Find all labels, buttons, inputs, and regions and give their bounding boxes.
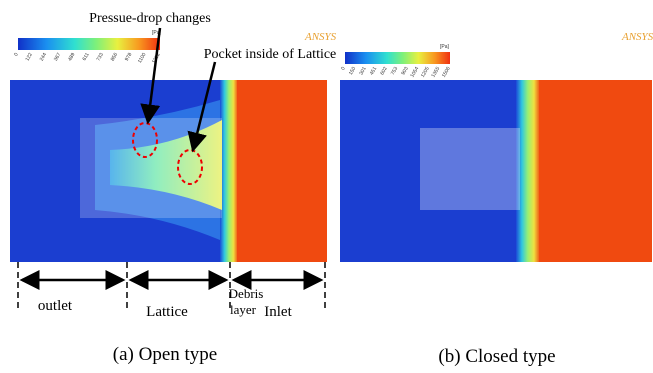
caption: (a) Open type [113, 344, 217, 365]
colorbar-tick-label: 301 [358, 66, 367, 76]
colorbar-tick-label: 733 [96, 52, 105, 62]
colorbar-tick-label: 451 [369, 66, 378, 76]
colorbar-tick-label: 489 [67, 52, 76, 62]
caption: (b) Closed type [438, 346, 555, 367]
colorbar-tick-label: 602 [379, 66, 388, 76]
colorbar-tick-label: 1205 [420, 66, 431, 79]
annotation: Pressue-drop changes [89, 11, 211, 26]
colorbar-tick-label: 753 [390, 66, 399, 76]
colorbar-tick-label: 367 [53, 52, 62, 62]
annotation: Pocket inside of Lattice [204, 47, 337, 62]
logo: ANSYS [621, 31, 653, 43]
figure: [Pa] ANSYS 0 122 244 367 489 611 733 856 978 1100… [0, 0, 653, 373]
colorbar-ticks: 012224436748961173385697811001222 [13, 52, 162, 65]
colorbar-tick-label: 0 [340, 66, 347, 72]
colorbar-tick-label: 1054 [409, 66, 420, 79]
colorbar-tick-label: 244 [39, 52, 48, 62]
colorbar-tick-label: 1100 [137, 52, 148, 65]
colorbar-tick-label: 0 [13, 52, 20, 58]
logo: ANSYS [304, 31, 337, 43]
colorbar [18, 38, 160, 50]
region-label: Inlet [264, 304, 292, 320]
colorbar-tick-label: 903 [400, 66, 409, 76]
region-label: Lattice [146, 304, 188, 320]
colorbar-tick-label: 150 [348, 66, 357, 76]
colorbar-unit: [Pa] [440, 44, 450, 50]
colorbar-tick-label: 1506 [441, 66, 452, 79]
region-label: outlet [38, 298, 73, 314]
colorbar-tick-label: 856 [110, 52, 119, 62]
colorbar-tick-label: 1355 [430, 66, 441, 79]
colorbar-tick-label: 978 [124, 52, 133, 62]
colorbar [345, 52, 450, 64]
colorbar-tick-label: 122 [25, 52, 34, 62]
colorbar-tick-label: 611 [82, 52, 91, 62]
